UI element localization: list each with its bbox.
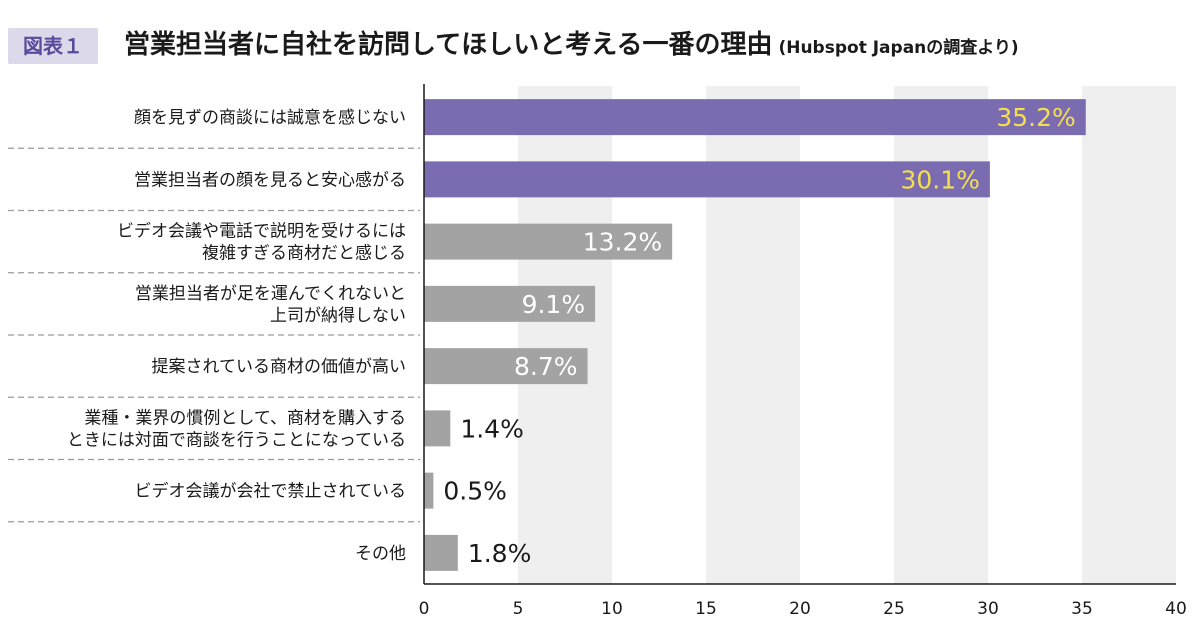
category-label: 複雑すぎる商材だと感じる — [202, 244, 406, 264]
x-tick-label: 0 — [419, 599, 430, 619]
data-label: 8.7% — [514, 352, 578, 381]
bar — [424, 534, 458, 571]
grid-band — [1082, 86, 1176, 584]
category-label: 顔を見ずの商談には誠意を感じない — [134, 108, 406, 128]
data-label: 1.8% — [468, 539, 532, 568]
category-label: 提案されている商材の価値が高い — [152, 357, 407, 377]
category-label: 上司が納得しない — [270, 306, 406, 326]
x-tick-label: 15 — [695, 599, 717, 619]
category-label: 営業担当者の顔を見ると安心感がる — [134, 170, 406, 190]
bar — [424, 161, 990, 198]
grid-band — [706, 86, 800, 584]
x-tick-label: 30 — [977, 599, 999, 619]
data-label: 9.1% — [522, 290, 586, 319]
grid-band — [518, 86, 612, 584]
data-label: 35.2% — [996, 103, 1075, 132]
category-label: その他 — [355, 544, 406, 564]
bar — [424, 285, 596, 322]
x-tick-label: 25 — [883, 599, 905, 619]
chart-title-block: 営業担当者に自社を訪問してほしいと考える一番の理由 (Hubspot Japanの… — [124, 24, 1019, 61]
category-label: 営業担当者が足を運んでくれないと — [135, 284, 406, 304]
x-tick-label: 20 — [789, 599, 811, 619]
data-label: 1.4% — [460, 414, 524, 443]
bar — [424, 472, 434, 509]
bar — [424, 223, 673, 260]
data-label: 13.2% — [583, 228, 662, 257]
bar — [424, 348, 588, 385]
bar — [424, 99, 1086, 136]
category-label: 業種・業界の慣例として、商材を購入する — [84, 408, 406, 428]
category-label: ビデオ会議や電話で説明を受けるには — [117, 221, 406, 242]
figure-badge: 図表１ — [8, 28, 98, 64]
category-label: ときには対面で商談を行うことになっている — [67, 430, 406, 450]
data-label: 30.1% — [900, 165, 979, 194]
data-label: 0.5% — [443, 477, 507, 506]
x-tick-label: 10 — [601, 599, 623, 619]
category-label: ビデオ会議が会社で禁止されている — [135, 481, 407, 502]
chart-subtitle: (Hubspot Japanの調査より) — [778, 38, 1019, 58]
bar — [424, 410, 451, 447]
x-tick-label: 40 — [1165, 599, 1187, 619]
chart-header: 図表１ 営業担当者に自社を訪問してほしいと考える一番の理由 (Hubspot Ja… — [0, 0, 1200, 80]
x-tick-label: 5 — [513, 599, 524, 619]
x-tick-label: 35 — [1071, 599, 1093, 619]
grid-band — [894, 86, 988, 584]
chart-title: 営業担当者に自社を訪問してほしいと考える一番の理由 — [124, 30, 773, 60]
